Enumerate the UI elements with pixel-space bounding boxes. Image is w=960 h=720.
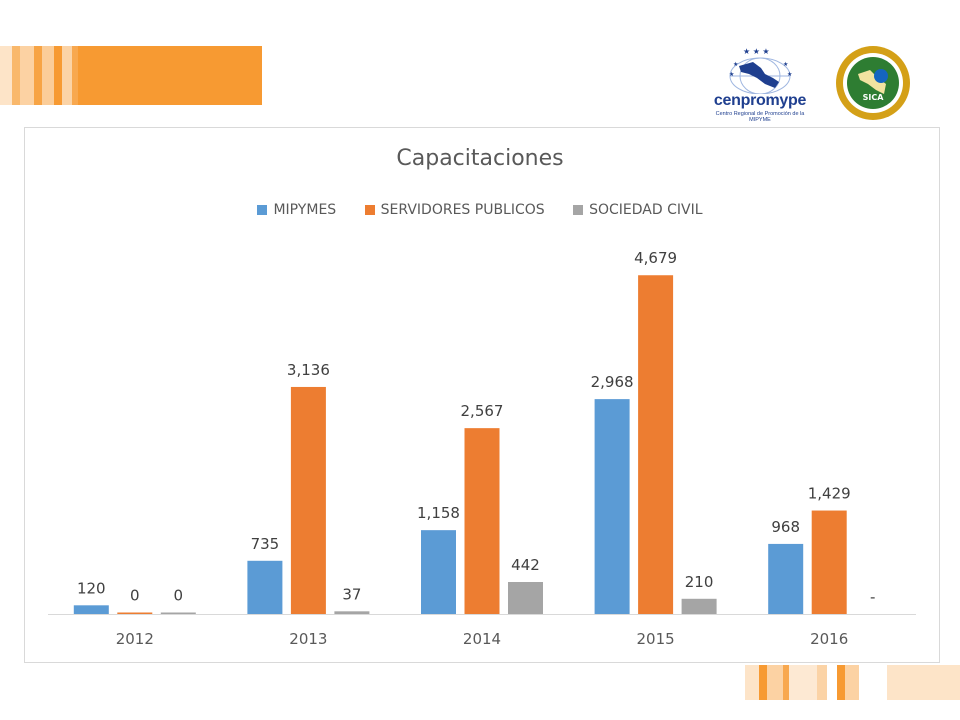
data-label-mipymes-2012: 120: [77, 579, 106, 597]
data-label-servidores-2016: 1,429: [808, 485, 851, 503]
chart-legend: MIPYMES SERVIDORES PUBLICOS SOCIEDAD CIV…: [0, 202, 960, 219]
sica-seal-icon: SICA: [836, 46, 910, 120]
svg-text:★: ★: [733, 61, 738, 68]
data-label-sociedad-2015: 210: [685, 573, 714, 591]
x-tick-label-2015: 2015: [637, 630, 675, 648]
bar-mipymes-2012: [73, 605, 109, 614]
cenpromype-name: cenpromype: [713, 92, 807, 109]
svg-text:★: ★: [783, 61, 788, 68]
cenpromype-emblem-icon: ★ ★ ★ ★ ★ ★ ★: [729, 47, 792, 95]
bar-mipymes-2014: [421, 530, 456, 614]
bar-sociedad-2013: [334, 611, 370, 614]
cenpromype-subtitle: Centro Regional de Promoción de la MIPYM…: [715, 111, 805, 123]
data-label-mipymes-2015: 2,968: [591, 373, 634, 391]
data-label-sociedad-2014: 442: [511, 556, 540, 574]
data-label-sociedad-2016: -: [870, 588, 875, 606]
legend-label-mipymes: MIPYMES: [273, 202, 337, 218]
bar-servidores-2014: [464, 428, 500, 614]
legend-swatch-sociedad: [573, 205, 584, 215]
header-banner: [0, 46, 262, 105]
bar-sociedad-2014: [508, 581, 543, 614]
svg-text:★ ★ ★: ★ ★ ★: [743, 47, 770, 56]
bar-servidores-2015: [638, 275, 674, 614]
x-tick-label-2014: 2014: [463, 630, 501, 648]
bar-mipymes-2016: [768, 543, 804, 614]
bar-sociedad-2015: [681, 598, 717, 614]
legend-item-servidores: SERVIDORES PUBLICOS: [364, 202, 545, 218]
svg-text:★: ★: [787, 71, 792, 78]
bar-servidores-2016: [811, 510, 847, 614]
bar-servidores-2013: [290, 386, 326, 614]
data-label-servidores-2014: 2,567: [461, 402, 504, 420]
x-tick-label-2013: 2013: [289, 630, 327, 648]
bar-mipymes-2015: [594, 399, 630, 614]
legend-item-mipymes: MIPYMES: [257, 202, 336, 218]
chart-title: Capacitaciones: [396, 146, 564, 171]
legend-label-sociedad: SOCIEDAD CIVIL: [589, 202, 703, 218]
data-label-sociedad-2013: 37: [342, 585, 361, 603]
sica-logo: SICA: [834, 44, 912, 122]
data-label-servidores-2013: 3,136: [287, 361, 330, 379]
data-label-mipymes-2014: 1,158: [417, 504, 460, 522]
cenpromype-logo: ★ ★ ★ ★ ★ ★ ★ cenpromype Centro Regional…: [705, 44, 815, 123]
legend-item-sociedad: SOCIEDAD CIVIL: [573, 202, 703, 218]
legend-label-servidores: SERVIDORES PUBLICOS: [380, 202, 545, 218]
bar-servidores-2012: [117, 612, 153, 614]
bar-sociedad-2012: [160, 612, 196, 614]
data-label-servidores-2015: 4,679: [634, 249, 677, 267]
svg-text:★: ★: [729, 71, 734, 78]
x-tick-label-2012: 2012: [116, 630, 154, 648]
data-label-servidores-2012: 0: [130, 587, 140, 605]
data-label-mipymes-2013: 735: [251, 535, 280, 553]
sica-label: SICA: [863, 93, 885, 102]
legend-swatch-mipymes: [257, 205, 268, 215]
legend-swatch-servidores: [364, 205, 375, 215]
footer-decoration: [745, 665, 960, 700]
x-tick-label-2016: 2016: [810, 630, 848, 648]
data-label-sociedad-2012: 0: [174, 587, 184, 605]
bar-mipymes-2013: [247, 560, 283, 614]
data-label-mipymes-2016: 968: [771, 518, 800, 536]
